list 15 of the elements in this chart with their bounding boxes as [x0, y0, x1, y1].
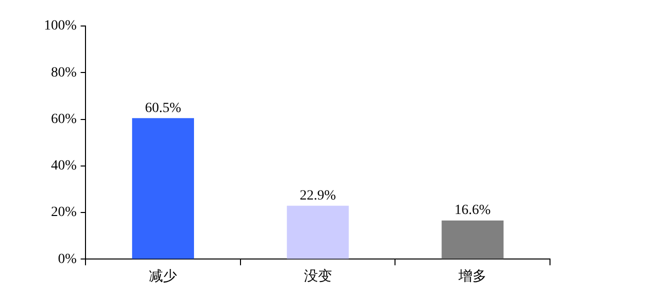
x-tick-label: 减少 — [149, 268, 178, 284]
y-tick-label: 0% — [58, 252, 77, 267]
x-tick-label: 没变 — [304, 268, 332, 284]
data-label: 16.6% — [454, 203, 492, 218]
y-tick-label: 40% — [50, 158, 77, 174]
y-tick-label: 60% — [50, 112, 77, 127]
y-tick-label: 100% — [44, 18, 77, 34]
x-tick-label: 增多 — [458, 268, 487, 284]
bar — [442, 220, 504, 259]
y-tick-label: 20% — [50, 205, 77, 220]
data-label: 60.5% — [144, 100, 182, 116]
bar — [132, 118, 194, 259]
y-tick-label: 80% — [50, 65, 77, 80]
bar — [286, 206, 349, 259]
data-label: 22.9% — [300, 188, 336, 204]
